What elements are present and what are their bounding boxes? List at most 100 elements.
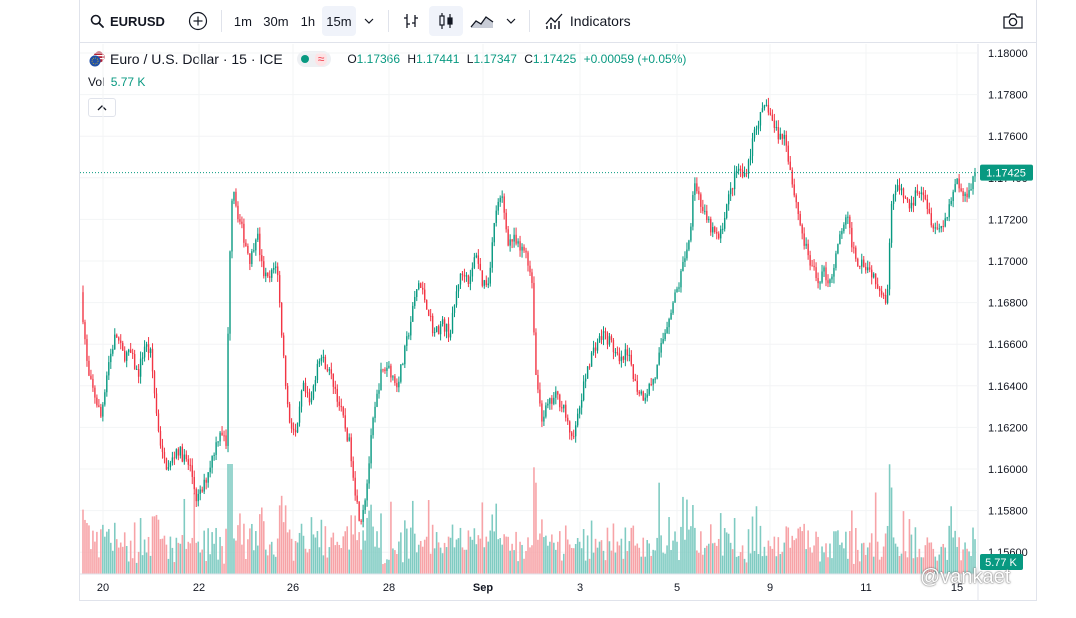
volume-bar xyxy=(715,545,718,574)
candle-body xyxy=(606,332,609,345)
volume-bar xyxy=(191,537,194,574)
candle-body xyxy=(257,233,259,240)
volume-bar xyxy=(441,553,444,574)
volume-bar xyxy=(201,549,203,574)
volume-bar xyxy=(688,529,690,574)
volume-bar xyxy=(694,527,696,574)
volume-bar xyxy=(853,563,855,574)
candle-body xyxy=(515,234,517,244)
candle-body xyxy=(936,227,938,229)
volume-bar xyxy=(930,542,933,574)
time-axis[interactable]: 20 22 26 28 Sep 3 5 9 11 15 xyxy=(80,573,978,594)
volume-bar xyxy=(562,553,565,574)
volume-bar xyxy=(551,534,553,574)
collapse-legend-button[interactable] xyxy=(88,98,116,117)
volume-bar xyxy=(239,513,241,574)
interval-1h-button[interactable]: 1h xyxy=(294,6,322,36)
market-status-badge[interactable]: ≈ xyxy=(296,51,332,67)
volume-bar xyxy=(145,552,148,574)
candle-body xyxy=(731,188,734,190)
volume-bar xyxy=(249,528,251,574)
volume-bar xyxy=(630,527,633,574)
volume-bar xyxy=(171,547,174,574)
volume-bar xyxy=(161,538,164,574)
candle-body xyxy=(141,357,144,359)
volume-bar xyxy=(785,526,788,574)
volume-bar xyxy=(757,553,760,574)
candle-body xyxy=(880,290,883,295)
candle-body xyxy=(739,168,742,171)
volume-bar xyxy=(487,541,490,574)
candles-icon xyxy=(439,13,453,29)
price-axis[interactable]: 1.180001.178001.176001.174001.172001.170… xyxy=(988,48,1028,559)
chart-style-dropdown-button[interactable] xyxy=(499,6,523,36)
volume-bar xyxy=(251,523,253,574)
volume-bar xyxy=(471,539,474,574)
candle-body xyxy=(368,463,370,484)
candle-body xyxy=(135,369,138,371)
volume-bar xyxy=(221,546,223,574)
candle-body xyxy=(269,276,271,278)
bar-style-button[interactable] xyxy=(395,6,427,36)
candle-body xyxy=(694,183,696,196)
volume-bar xyxy=(314,537,317,574)
candle-body xyxy=(336,388,338,402)
candle-body xyxy=(749,156,752,161)
volume-bar xyxy=(96,531,98,574)
candle-body xyxy=(396,382,398,388)
candle-body xyxy=(110,353,112,363)
interval-15m-button[interactable]: 15m xyxy=(321,6,356,36)
candle-body xyxy=(374,406,376,418)
candlesticks xyxy=(82,97,976,528)
plus-circle-icon xyxy=(188,11,208,31)
candle-body xyxy=(237,205,239,220)
volume-bar xyxy=(872,556,875,574)
volume-bar xyxy=(294,541,297,574)
indicators-button[interactable]: Indicators xyxy=(536,6,639,36)
candle-body xyxy=(328,369,331,371)
volume-bar xyxy=(670,549,672,574)
last-volume-label: 5.77 K xyxy=(985,557,1017,569)
candle-body xyxy=(765,104,768,106)
candle-body xyxy=(735,170,738,172)
volume-bar xyxy=(805,549,807,574)
candle-body xyxy=(767,104,770,113)
volume-bar xyxy=(801,531,803,574)
candle-style-button[interactable] xyxy=(428,6,463,36)
volume-bar xyxy=(888,464,891,574)
candle-body xyxy=(827,280,829,284)
volume-bar xyxy=(789,547,792,574)
volume-bar xyxy=(616,541,619,574)
compare-symbol-button[interactable] xyxy=(181,6,215,36)
candle-body xyxy=(666,327,668,333)
volume-bar xyxy=(402,562,404,574)
candle-body xyxy=(710,218,712,233)
interval-dropdown-button[interactable] xyxy=(356,6,382,36)
y-tick-label: 1.16400 xyxy=(988,381,1028,393)
volume-bar xyxy=(384,563,386,574)
area-style-button[interactable] xyxy=(465,6,499,36)
interval-30m-button[interactable]: 30m xyxy=(258,6,294,36)
candle-body xyxy=(354,477,356,496)
candle-body xyxy=(521,246,523,251)
y-tick-label: 1.16200 xyxy=(988,422,1028,434)
volume-bar xyxy=(467,530,470,574)
volume-bar xyxy=(225,528,227,574)
interval-1m-button[interactable]: 1m xyxy=(228,6,258,36)
volume-bar xyxy=(481,502,484,574)
candle-body xyxy=(392,376,394,378)
volume-bar xyxy=(354,515,356,574)
change-value: +0.00059 (+0.05%) xyxy=(583,52,687,66)
candle-body xyxy=(670,312,672,319)
volume-bar xyxy=(207,528,209,574)
toolbar-divider xyxy=(220,10,222,32)
candle-body xyxy=(384,369,386,371)
symbol-search-button[interactable]: EURUSD xyxy=(80,6,173,36)
volume-bar xyxy=(974,539,976,574)
screenshot-button[interactable] xyxy=(998,6,1028,36)
volume-bar xyxy=(437,542,440,574)
candle-body xyxy=(418,283,420,290)
candle-body xyxy=(531,272,533,283)
volume-bar xyxy=(711,543,714,574)
